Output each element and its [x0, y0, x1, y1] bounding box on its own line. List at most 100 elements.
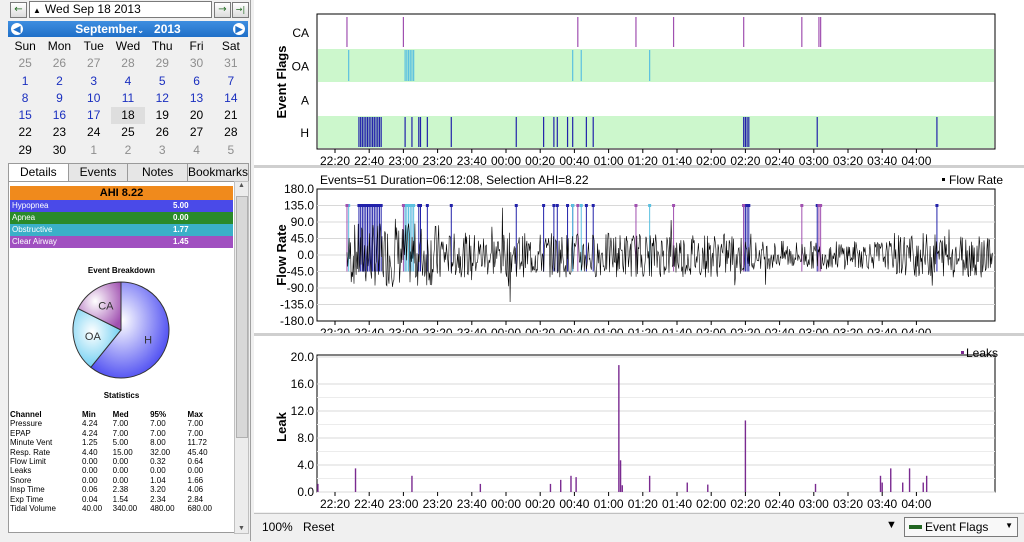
x-tick-label: 22:20 [320, 326, 350, 333]
stats-cell: 2.84 [187, 494, 204, 504]
calendar-day[interactable]: 28 [224, 125, 238, 140]
event-marker-dot [819, 204, 823, 207]
calendar-day[interactable]: 26 [52, 56, 67, 71]
calendar-day[interactable]: 3 [90, 73, 98, 88]
calendar-day[interactable]: 8 [21, 90, 29, 105]
calendar-day[interactable]: 2 [56, 73, 63, 88]
legend-label: Flow Rate [949, 173, 1003, 187]
scroll-down-icon[interactable]: ▼ [238, 525, 245, 532]
calendar-day[interactable]: 5 [227, 142, 235, 157]
calendar-day[interactable]: 31 [224, 56, 238, 71]
graph-selector-dropdown[interactable]: Event Flags ▼ [904, 517, 1018, 537]
chart-splitter[interactable] [254, 333, 1024, 336]
event-marker-dot [360, 204, 364, 207]
reset-button[interactable]: Reset [303, 520, 335, 534]
calendar-day[interactable]: 20 [189, 108, 204, 123]
calendar-day[interactable]: 11 [121, 90, 135, 105]
tab-details[interactable]: Details [8, 163, 69, 181]
x-tick-label: 22:20 [320, 154, 350, 165]
calendar-day[interactable]: 15 [18, 108, 32, 123]
calendar-day[interactable]: 21 [224, 108, 238, 123]
prev-month-icon[interactable]: ◀ [11, 23, 23, 35]
calendar-day[interactable]: 27 [87, 56, 101, 71]
layout-menu-triangle-icon[interactable]: ▼ [886, 519, 897, 531]
calendar-day[interactable]: 27 [189, 125, 204, 140]
last-day-button[interactable]: →| [232, 2, 249, 18]
arrow-right-icon: → [218, 4, 227, 15]
month-label[interactable]: September [75, 22, 138, 36]
event-flags-chart[interactable]: CA OA A H Event Flags 22:20 22:40 23:00 23:20 23:… [254, 0, 1024, 165]
calendar-day[interactable]: 6 [193, 73, 200, 88]
event-marker-dot [514, 204, 518, 207]
event-marker-dot [591, 204, 595, 207]
calendar-day[interactable]: 1 [21, 73, 29, 88]
calendar-day[interactable]: 25 [121, 125, 135, 140]
calendar-day[interactable]: 24 [87, 125, 101, 140]
calendar-day[interactable]: 28 [121, 56, 135, 71]
calendar-day[interactable]: 5 [158, 73, 166, 88]
x-tick-label: 01:20 [628, 497, 658, 511]
calendar-day[interactable]: 13 [189, 90, 204, 105]
event-marker-dot [364, 204, 368, 207]
stats-cell: 0.00 [82, 466, 98, 476]
calendar-day[interactable]: 19 [155, 108, 169, 123]
calendar-day[interactable]: 10 [87, 90, 101, 105]
calendar-day[interactable]: 23 [52, 125, 67, 140]
x-tick-label: 03:20 [833, 326, 863, 333]
calendar-day[interactable]: 14 [224, 90, 238, 105]
calendar-day[interactable]: 29 [18, 142, 32, 157]
leak-chart[interactable]: 20.0 16.0 12.0 8.0 4.0 0.0 Leaks Leak 22:20 22:40… [254, 337, 1024, 512]
stats-cell: 0.00 [82, 475, 98, 485]
graph-color-swatch [909, 525, 922, 529]
x-tick-label: 22:40 [354, 326, 384, 333]
event-marker-dot [584, 204, 588, 207]
stats-header: 95% [150, 410, 167, 419]
y-tick-label: -45.0 [287, 265, 315, 279]
year-label[interactable]: 2013 [154, 22, 181, 36]
stats-row: Tidal Volume 40.00 340.00 480.00 680.00 [10, 504, 225, 513]
calendar-day[interactable]: 1 [90, 142, 98, 157]
details-scrollbar[interactable]: ▲ ▼ [234, 181, 249, 534]
calendar-day[interactable]: 12 [155, 90, 169, 105]
calendar-day[interactable]: 25 [18, 56, 32, 71]
calendar-day[interactable]: 9 [56, 90, 63, 105]
flag-row-a [318, 83, 994, 116]
bottom-toolbar: 100% Reset ▼ Event Flags ▼ [254, 513, 1024, 542]
event-marker-dot [745, 204, 749, 207]
calendar-day[interactable]: 16 [52, 108, 67, 123]
stats-cell: 40.00 [82, 504, 103, 514]
month-bar: ◀ September⌄ 2013 ▶ [8, 21, 248, 37]
calendar-day[interactable]: 29 [155, 56, 169, 71]
y-tick-label: -180.0 [280, 314, 314, 328]
calendar-day[interactable]: 30 [52, 142, 67, 157]
x-tick-label: 23:20 [423, 326, 453, 333]
next-day-button[interactable]: → [214, 2, 231, 18]
x-tick-label: 03:40 [867, 154, 897, 165]
prev-day-button[interactable]: ← [10, 2, 27, 18]
calendar-day[interactable]: 18 [110, 107, 146, 125]
calendar-day[interactable]: 4 [124, 73, 132, 88]
tab-bookmarks[interactable]: Bookmarks [186, 163, 249, 181]
next-month-icon[interactable]: ▶ [233, 23, 245, 35]
flow-rate-chart[interactable]: 180.0 135.0 90.0 45.0 0.0 -45.0 -90.0 -135.0 -18… [254, 169, 1024, 333]
calendar-day[interactable]: 17 [87, 108, 101, 123]
calendar-day[interactable]: 7 [227, 73, 235, 88]
scroll-up-icon[interactable]: ▲ [238, 182, 245, 189]
calendar-day[interactable]: 30 [189, 56, 204, 71]
calendar-day[interactable]: 4 [193, 142, 200, 157]
tab-notes[interactable]: Notes [127, 163, 188, 181]
ahi-label: Hypopnea [10, 200, 173, 212]
calendar-day[interactable]: 22 [18, 125, 32, 140]
calendar-day[interactable]: 2 [124, 142, 132, 157]
chart-splitter[interactable] [254, 165, 1024, 168]
stats-cell: 0.64 [187, 457, 204, 467]
scroll-thumb[interactable] [236, 196, 248, 438]
y-tick-label: -135.0 [280, 298, 314, 312]
event-marker-dot [372, 204, 376, 207]
stats-cell: 680.00 [187, 504, 212, 514]
tab-events[interactable]: Events [67, 163, 129, 181]
date-selector[interactable]: ▲ Wed Sep 18 2013 [29, 1, 212, 18]
ahi-row: Obstructive 1.77 [10, 224, 233, 236]
calendar-day[interactable]: 3 [158, 142, 166, 157]
calendar-day[interactable]: 26 [155, 125, 169, 140]
